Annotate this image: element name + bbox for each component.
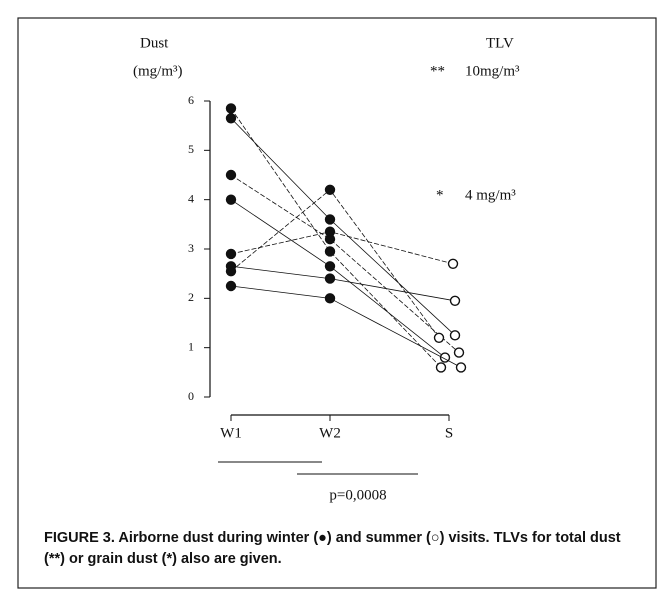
series-line (230, 174, 460, 353)
summer-point (433, 332, 445, 343)
winter-point (225, 113, 237, 124)
y-label-unit: (mg/m³) (133, 63, 183, 79)
winter-point (324, 214, 336, 225)
x-tick-label: W1 (220, 425, 242, 441)
winter-point (225, 169, 237, 181)
winter-point (324, 273, 336, 284)
winter-point (324, 226, 336, 237)
series-line (230, 285, 462, 368)
y-tick-label: 4 (188, 191, 194, 205)
summer-point (455, 362, 467, 373)
winter-point (225, 194, 237, 205)
series-line (230, 117, 456, 336)
winter-point (324, 184, 336, 196)
winter-point (324, 261, 336, 272)
winter-point (225, 103, 237, 114)
tlv-title: TLV (486, 35, 514, 51)
y-tick-label: 5 (188, 142, 194, 156)
y-tick-label: 1 (188, 339, 194, 353)
caption: FIGURE 3. Airborne dust during winter (●… (44, 530, 621, 567)
annotation-text: 4 mg/m³ (465, 187, 516, 203)
annotation-text: 10mg/m³ (465, 63, 520, 79)
summer-point (449, 330, 461, 341)
summer-point (435, 362, 447, 373)
p-value: p=0,0008 (329, 487, 386, 503)
x-tick-label: W2 (319, 425, 341, 441)
annotation-symbol: * (436, 187, 444, 203)
x-tick-label: S (445, 425, 453, 441)
winter-point (324, 246, 336, 257)
summer-point (447, 258, 459, 269)
series-line (230, 231, 454, 265)
winter-point (324, 293, 336, 304)
winter-point (225, 248, 237, 260)
summer-point (453, 347, 465, 358)
y-tick-label: 0 (188, 389, 194, 403)
winter-point (225, 280, 237, 292)
winter-point (225, 266, 237, 277)
y-tick-label: 6 (188, 93, 194, 107)
y-label-top: Dust (140, 35, 169, 51)
series-line (230, 189, 440, 339)
y-tick-label: 3 (188, 241, 194, 255)
summer-point (449, 295, 461, 306)
series-line (230, 108, 442, 368)
annotation-symbol: ** (430, 63, 445, 79)
series-line (230, 265, 456, 302)
frame (17, 17, 657, 589)
series-line (230, 199, 446, 358)
y-tick-label: 2 (188, 290, 194, 304)
